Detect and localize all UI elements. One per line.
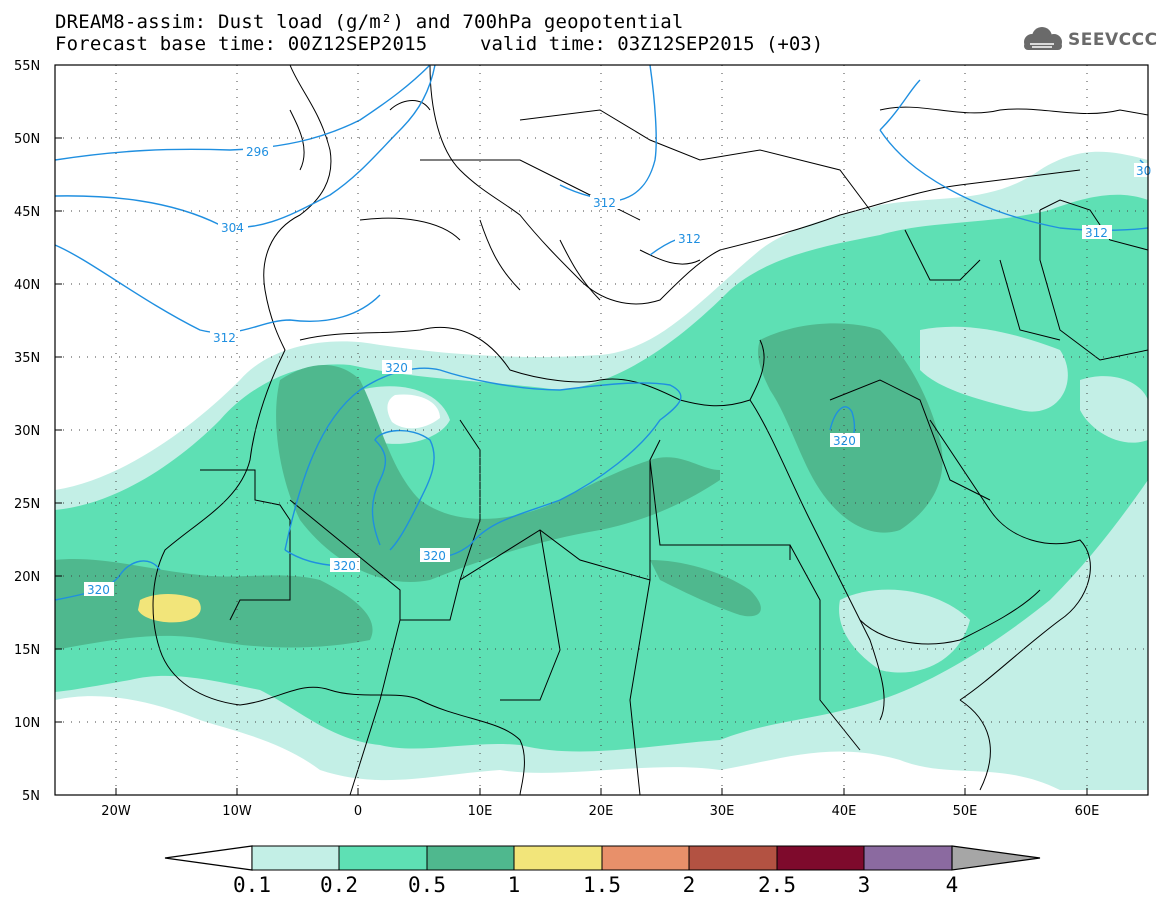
contour-label-320c: 320 (420, 548, 450, 563)
grid-lines (55, 65, 1148, 795)
lat-tick-label: 5N (22, 789, 40, 804)
lon-tick-label: 60E (1075, 804, 1100, 819)
lon-tick-label: 30E (710, 804, 735, 819)
colorbar: 0.1 0.2 0.5 1 1.5 2 2.5 3 4 (164, 845, 1041, 897)
svg-text:320: 320 (87, 583, 110, 597)
contour-label-304: 304 (218, 220, 248, 235)
colorbar-label: 1 (508, 873, 521, 897)
lat-tick-label: 30N (14, 424, 40, 439)
svg-text:320: 320 (385, 361, 408, 375)
colorbar-label: 3 (858, 873, 871, 897)
dust-shading (55, 151, 1148, 790)
svg-text:296: 296 (246, 145, 269, 159)
colorbar-swatch (338, 845, 428, 871)
map-title: DREAM8-assim: Dust load (g/m²) and 700hP… (55, 11, 684, 33)
lat-tick-label: 10N (14, 716, 40, 731)
lat-tick-label: 25N (14, 497, 40, 512)
colorbar-label: 1.5 (583, 873, 621, 897)
colorbar-label: 0.5 (408, 873, 446, 897)
colorbar-label: 0.2 (320, 873, 358, 897)
colorbar-over-triangle (951, 845, 1041, 871)
colorbar-label: 0.1 (233, 873, 271, 897)
colorbar-under-triangle (164, 845, 253, 871)
lat-tick-label: 50N (14, 132, 40, 147)
svg-text:312: 312 (593, 196, 616, 210)
contour-label-296: 296 (243, 144, 273, 159)
lon-tick-label: 10W (222, 804, 252, 819)
latitude-labels: 55N 50N 45N 40N 35N 30N 25N 20N 15N 10N … (14, 59, 40, 804)
lon-tick-label: 20W (101, 804, 131, 819)
lat-tick-label: 45N (14, 205, 40, 220)
lon-tick-label: 0 (354, 804, 362, 819)
colorbar-label: 2 (683, 873, 696, 897)
dust-level3-area (276, 365, 720, 582)
lat-tick-label: 20N (14, 570, 40, 585)
lat-tick-label: 15N (14, 643, 40, 658)
lon-tick-label: 10E (468, 804, 493, 819)
lat-tick-label: 40N (14, 278, 40, 293)
colorbar-swatch (513, 845, 603, 871)
colorbar-swatch (426, 845, 515, 871)
contour-label-30: 30 (1134, 163, 1151, 178)
lat-tick-label: 55N (14, 59, 40, 74)
contour-label-320b: 320 (830, 433, 860, 448)
svg-text:312: 312 (1085, 226, 1108, 240)
forecast-base-time: Forecast base time: 00Z12SEP2015 (55, 33, 428, 55)
geopotential-contours (55, 65, 1148, 601)
lon-tick-label: 20E (589, 804, 614, 819)
contour-label-312: 312 (210, 330, 240, 345)
svg-text:320: 320 (333, 559, 356, 573)
contour-labels: 296 304 312 312 312 312 320 320 320 320 … (84, 144, 1151, 597)
contour-label-320e: 320 (84, 582, 114, 597)
colorbar-label: 2.5 (758, 873, 796, 897)
lon-tick-label: 40E (832, 804, 857, 819)
colorbar-swatch (776, 845, 865, 871)
colorbar-swatch (863, 845, 953, 871)
svg-text:30: 30 (1136, 164, 1151, 178)
contour-label-312d: 312 (1082, 225, 1112, 240)
lat-tick-label: 35N (14, 351, 40, 366)
colorbar-swatch (688, 845, 778, 871)
colorbar-swatch (251, 845, 340, 871)
svg-text:320: 320 (423, 549, 446, 563)
lon-tick-label: 50E (953, 804, 978, 819)
axis-ticks (55, 64, 1088, 796)
contour-label-312b: 312 (590, 195, 620, 210)
contour-label-320: 320 (382, 360, 412, 375)
svg-text:304: 304 (221, 221, 244, 235)
colorbar-swatch (601, 845, 690, 871)
svg-text:312: 312 (213, 331, 236, 345)
valid-time: valid time: 03Z12SEP2015 (+03) (480, 33, 824, 55)
coastlines (152, 65, 1148, 795)
svg-text:312: 312 (678, 232, 701, 246)
colorbar-label: 4 (946, 873, 959, 897)
contour-label-320d: 320 (330, 558, 360, 573)
cloud-logo-icon (1024, 27, 1062, 50)
logo-text: SEEVCCC (1068, 30, 1158, 50)
contour-label-312c: 312 (675, 231, 705, 246)
longitude-labels: 20W 10W 0 10E 20E 30E 40E 50E 60E (101, 804, 1099, 819)
